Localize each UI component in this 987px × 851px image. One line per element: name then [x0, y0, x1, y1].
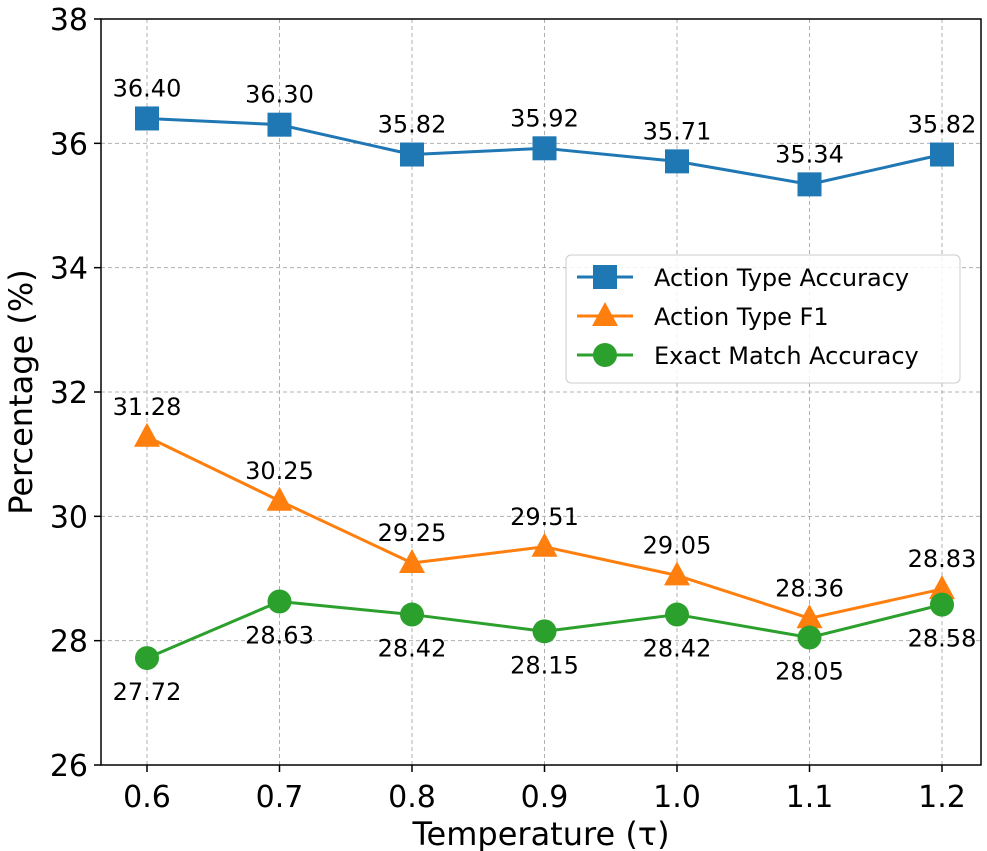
x-tick-label: 0.8	[388, 780, 436, 815]
data-point-action-type-accuracy	[267, 112, 292, 137]
x-axis-title: Temperature (τ)	[411, 815, 669, 851]
y-tick-label: 30	[50, 500, 88, 535]
data-label-action-type-accuracy: 35.71	[643, 117, 712, 145]
legend: Action Type Accuracy Action Type F1 Exact …	[565, 254, 961, 384]
y-tick-label: 26	[50, 749, 88, 784]
data-label-exact-match-accuracy: 28.42	[378, 635, 447, 663]
series-action-type-f1	[134, 422, 955, 629]
data-label-action-type-f1: 31.28	[113, 393, 182, 421]
x-tick-label: 1.0	[653, 780, 701, 815]
data-label-action-type-accuracy: 35.82	[908, 111, 977, 139]
data-label-action-type-accuracy: 35.34	[775, 140, 844, 168]
legend-marker-exact-match-accuracy	[593, 343, 617, 367]
legend-item-action-type-accuracy: Action Type Accuracy	[577, 264, 909, 292]
data-point-exact-match-accuracy	[532, 619, 557, 644]
x-tick-label: 0.9	[521, 780, 569, 815]
data-point-action-type-accuracy	[665, 149, 689, 174]
x-tick-label: 1.1	[786, 780, 834, 815]
legend-item-action-type-f1: Action Type F1	[577, 302, 829, 331]
data-label-exact-match-accuracy: 27.72	[113, 678, 182, 706]
legend-marker-action-type-accuracy	[593, 265, 617, 289]
legend-box	[565, 254, 961, 384]
y-tick-label: 36	[50, 127, 88, 162]
data-point-action-type-f1	[134, 422, 160, 447]
data-point-action-type-accuracy	[930, 142, 954, 167]
data-point-action-type-f1	[266, 486, 293, 511]
y-tick-label: 28	[50, 625, 88, 660]
data-label-exact-match-accuracy: 28.15	[510, 651, 579, 679]
data-point-exact-match-accuracy	[400, 602, 424, 627]
data-point-action-type-accuracy	[532, 136, 557, 161]
data-label-action-type-accuracy: 35.82	[378, 111, 447, 139]
grid	[101, 19, 981, 765]
data-label-action-type-accuracy: 36.40	[113, 74, 182, 102]
data-point-action-type-f1	[531, 532, 558, 557]
data-point-exact-match-accuracy	[135, 646, 159, 671]
data-labels: 36.40 36.30 35.82 35.92 35.71 35.34 35.82 31.28…	[113, 74, 977, 706]
data-label-action-type-f1: 30.25	[245, 457, 314, 485]
axes: 26 28 30 32 34 36 38 0.6 0.7 0.8 0.9 1.0 1.1 1.2	[50, 3, 966, 815]
data-label-action-type-accuracy: 35.92	[510, 104, 579, 132]
data-label-action-type-f1: 29.51	[510, 503, 579, 531]
legend-label-action-type-accuracy: Action Type Accuracy	[654, 264, 909, 292]
data-point-action-type-accuracy	[135, 106, 159, 131]
data-label-action-type-f1: 28.36	[775, 574, 844, 602]
data-label-action-type-f1: 29.25	[378, 519, 447, 547]
legend-label-action-type-f1: Action Type F1	[654, 303, 829, 331]
data-point-action-type-f1	[664, 561, 690, 586]
legend-marker-action-type-f1	[592, 302, 618, 326]
data-point-exact-match-accuracy	[930, 592, 954, 617]
data-point-action-type-accuracy	[400, 142, 424, 167]
data-label-exact-match-accuracy: 28.63	[245, 622, 314, 650]
data-label-action-type-accuracy: 36.30	[245, 81, 314, 109]
data-label-exact-match-accuracy: 28.42	[643, 635, 712, 663]
data-point-exact-match-accuracy	[267, 589, 292, 614]
x-tick-label: 0.6	[123, 780, 171, 815]
data-point-exact-match-accuracy	[797, 625, 822, 650]
data-point-action-type-f1	[929, 575, 955, 600]
y-tick-label: 32	[50, 376, 88, 411]
data-label-action-type-f1: 28.83	[908, 545, 977, 573]
data-point-action-type-f1	[399, 548, 425, 573]
data-label-exact-match-accuracy: 28.58	[908, 625, 977, 653]
legend-label-exact-match-accuracy: Exact Match Accuracy	[654, 342, 919, 370]
y-axis-title: Percentage (%)	[2, 269, 40, 515]
y-tick-label: 34	[50, 252, 88, 287]
x-tick-label: 1.2	[918, 780, 966, 815]
series-layer	[134, 106, 955, 671]
legend-item-exact-match-accuracy: Exact Match Accuracy	[577, 342, 919, 370]
data-label-exact-match-accuracy: 28.05	[775, 658, 844, 686]
data-point-action-type-accuracy	[797, 172, 822, 197]
data-point-action-type-f1	[796, 604, 823, 629]
series-action-type-accuracy	[135, 106, 954, 197]
x-tick-label: 0.7	[256, 780, 304, 815]
data-label-action-type-f1: 29.05	[643, 531, 712, 559]
series-exact-match-accuracy	[135, 589, 954, 671]
y-tick-label: 38	[50, 3, 88, 38]
data-point-exact-match-accuracy	[665, 602, 689, 627]
